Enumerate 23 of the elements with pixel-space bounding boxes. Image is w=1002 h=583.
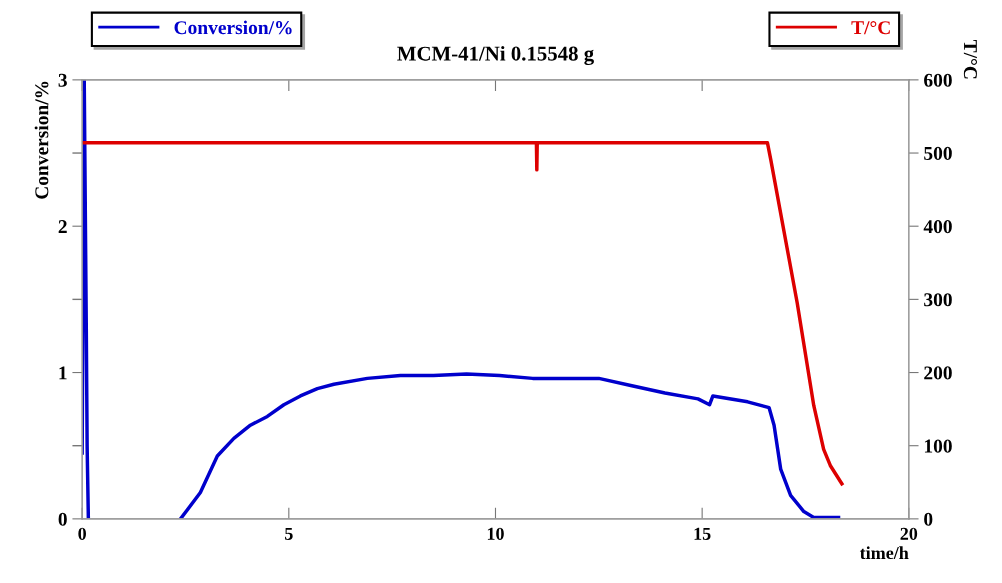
x-tick-label: 5 [285, 527, 293, 540]
x-tick-label: 20 [900, 527, 918, 540]
legend-label: T/°C [851, 21, 890, 35]
y2-tick-label: 600 [924, 73, 952, 87]
x-axis-title: time/h [859, 546, 909, 560]
y2-tick-label: 300 [924, 293, 952, 307]
y2-tick-label: 200 [924, 366, 952, 380]
y2-axis-title: T/°C [963, 39, 977, 79]
y-tick-label: 3 [58, 73, 67, 87]
y-tick-label: 0 [58, 512, 67, 526]
y2-tick-label: 100 [924, 439, 952, 453]
legend-label: Conversion/% [174, 20, 292, 35]
y2-tick-label: 500 [924, 146, 952, 160]
y-axis-title: Conversion/% [34, 81, 49, 199]
y2-tick-label: 0 [924, 512, 933, 526]
chart-title: MCM-41/Ni 0.15548 g [397, 45, 594, 66]
x-tick-label: 0 [78, 527, 86, 540]
y-tick-label: 2 [58, 220, 67, 233]
x-tick-label: 10 [487, 527, 504, 540]
y-tick-label: 1 [59, 366, 67, 380]
line-series [82, 141, 844, 486]
x-tick-label: 15 [694, 527, 711, 540]
y2-tick-label: 400 [923, 220, 952, 234]
